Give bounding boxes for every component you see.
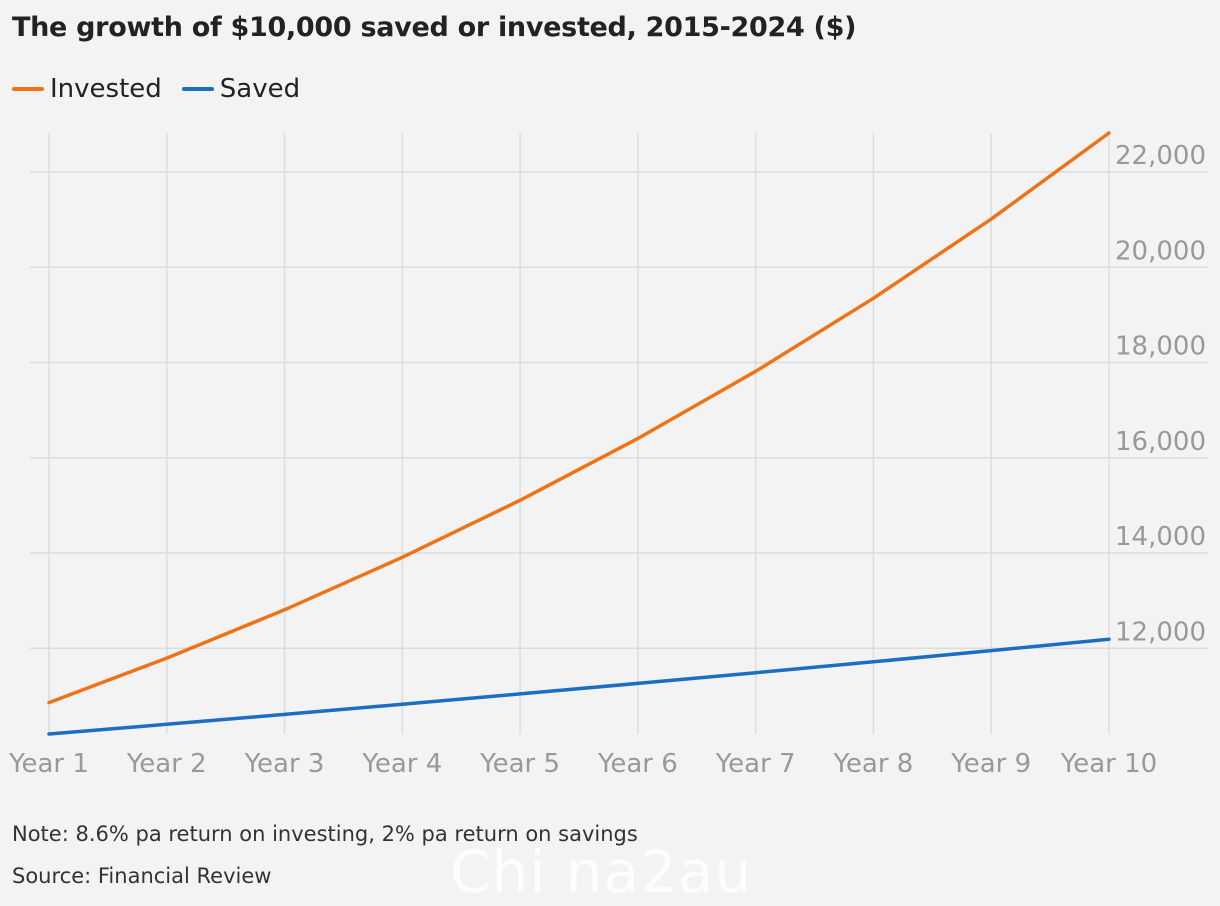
x-tick-label-6: Year 6 <box>597 749 678 779</box>
chart-title: The growth of $10,000 saved or invested,… <box>12 12 857 43</box>
series-line-saved <box>47 637 1111 736</box>
chart-source: Source: Financial Review <box>12 864 272 888</box>
legend-item-saved: Saved <box>181 74 301 104</box>
y-tick-label-12000: 12,000 <box>1115 617 1206 647</box>
x-tick-label-7: Year 7 <box>715 749 796 779</box>
y-tick-label-16000: 16,000 <box>1115 427 1206 457</box>
x-tick-label-3: Year 3 <box>244 749 325 779</box>
x-tick-label-9: Year 9 <box>950 749 1031 779</box>
x-tick-label-8: Year 8 <box>833 749 914 779</box>
legend-swatch-invested <box>12 87 44 91</box>
y-tick-label-14000: 14,000 <box>1115 522 1206 552</box>
y-tick-label-22000: 22,000 <box>1115 141 1206 171</box>
y-tick-label-18000: 18,000 <box>1115 332 1206 362</box>
legend-label-invested: Invested <box>50 74 162 104</box>
chart-legend: Invested Saved <box>12 74 320 104</box>
x-tick-label-5: Year 5 <box>479 749 560 779</box>
watermark: Chi na2au <box>450 838 753 906</box>
line-chart: 12,000 14,000 16,000 18,000 20,000 22,000 Year… <box>8 131 1208 779</box>
x-tick-label-10: Year 10 <box>1060 749 1157 779</box>
x-tick-label-1: Year 1 <box>8 749 89 779</box>
series-line-invested <box>47 131 1111 705</box>
y-tick-label-20000: 20,000 <box>1115 236 1206 266</box>
x-tick-label-4: Year 4 <box>361 749 442 779</box>
chart-note: Note: 8.6% pa return on investing, 2% pa… <box>12 822 638 846</box>
legend-label-saved: Saved <box>219 74 301 104</box>
legend-item-invested: Invested <box>12 74 162 104</box>
legend-swatch-saved <box>181 87 214 91</box>
x-tick-label-2: Year 2 <box>126 749 207 779</box>
